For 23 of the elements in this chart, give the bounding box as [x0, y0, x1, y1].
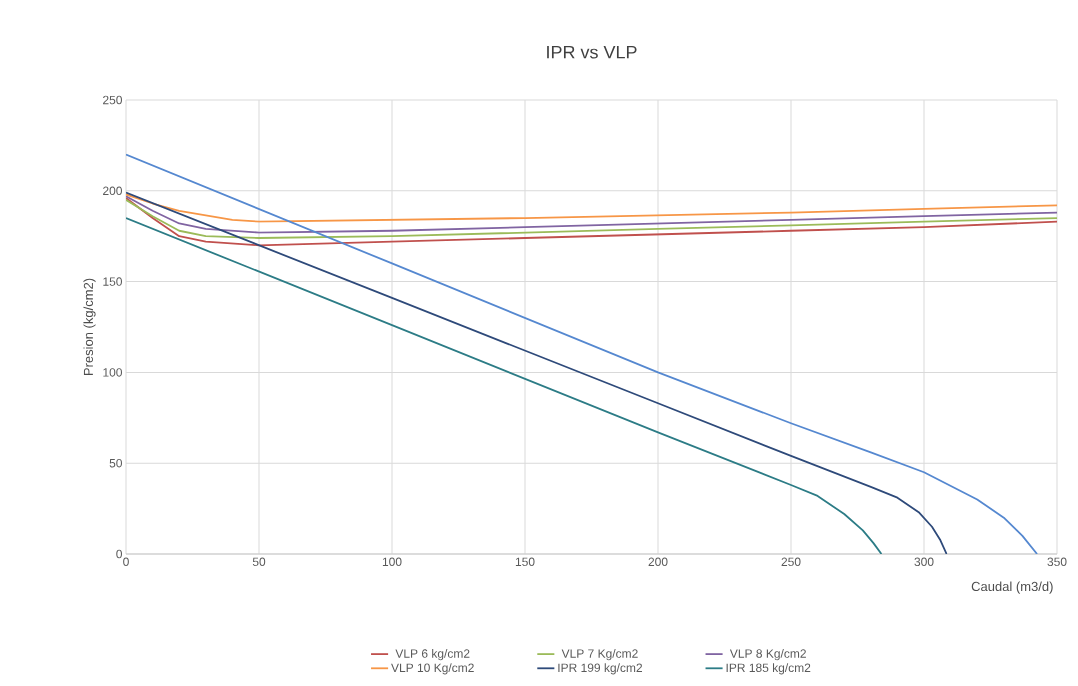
y-tick-label: 50 [109, 458, 123, 468]
x-tick-label: 200 [648, 557, 668, 567]
legend-label: VLP 8 Kg/cm2 [729, 649, 806, 661]
legend-label: IPR 185 kg/cm2 [726, 663, 811, 675]
y-tick-label: 200 [103, 186, 122, 196]
x-axis-title: Caudal (m3/d) [971, 581, 1053, 594]
x-tick-label: 50 [252, 557, 266, 567]
line-series [126, 153, 1038, 554]
x-tick-label: 150 [515, 557, 535, 567]
x-tick-label: 100 [382, 557, 402, 567]
x-tick-label: 300 [914, 557, 934, 567]
legend-label: VLP 10 Kg/cm2 [391, 663, 474, 675]
y-tick-label: 100 [103, 368, 122, 377]
y-tick-label: 0 [116, 549, 123, 559]
y-axis-title: Presion (kg/cm2) [83, 278, 96, 376]
legend-label: VLP 7 Kg/cm2 [561, 649, 638, 661]
y-tick-label: 150 [103, 277, 122, 286]
y-tick-label: 250 [103, 95, 122, 105]
chart-title: IPR vs VLP [547, 45, 637, 59]
x-tick-label: 350 [1047, 557, 1067, 567]
legend-label: IPR 199 kg/cm2 [558, 663, 643, 675]
x-tick-label: 250 [781, 557, 801, 567]
legend-label: VLP 6 kg/cm2 [395, 649, 470, 661]
